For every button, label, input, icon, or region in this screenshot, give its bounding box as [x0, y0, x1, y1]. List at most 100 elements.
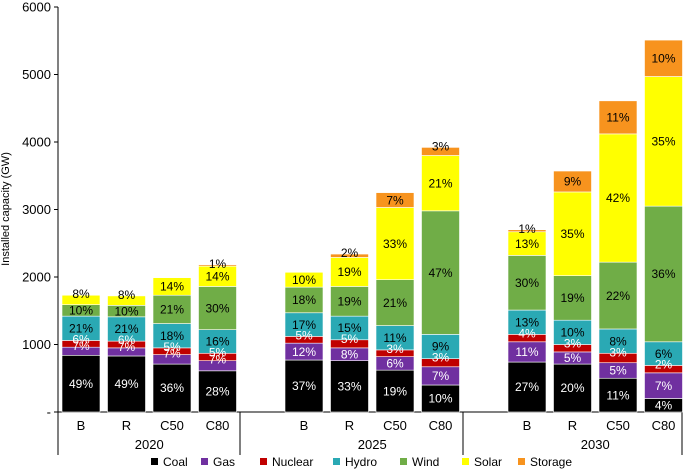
bar-segment-storage: [507, 229, 547, 233]
data-label: 9%: [564, 175, 582, 189]
data-label: 14%: [205, 270, 229, 284]
data-label: 37%: [292, 379, 316, 393]
data-label: 33%: [337, 380, 361, 394]
data-label: 18%: [292, 293, 316, 307]
data-label: 6%: [386, 357, 404, 371]
bar-segment-wind: [507, 255, 547, 311]
data-label: 10%: [292, 273, 316, 287]
data-label: 1%: [518, 222, 536, 236]
data-label: 30%: [515, 276, 539, 290]
data-label: 35%: [560, 227, 584, 241]
data-label: 6%: [118, 333, 136, 347]
data-label: 49%: [69, 377, 93, 391]
bar-segment-wind: [598, 261, 638, 330]
legend-swatch-coal: [151, 458, 158, 465]
data-label: 7%: [209, 353, 227, 367]
data-label: 33%: [383, 237, 407, 251]
y-tick-label: 3000: [22, 202, 51, 217]
data-label: 19%: [337, 295, 361, 309]
data-label: 14%: [160, 280, 184, 294]
y-axis-title: Installed capacity (GW): [0, 152, 12, 266]
data-label: 22%: [606, 289, 630, 303]
data-label: 11%: [606, 388, 629, 402]
data-label: 11%: [383, 331, 406, 345]
bar-segment-wind: [421, 210, 460, 335]
bar-segment-storage: [644, 39, 683, 77]
data-label: 6%: [72, 332, 90, 346]
data-label: 10%: [651, 52, 675, 66]
bar-segment-coal: [598, 377, 638, 413]
bar-segment-storage: [375, 192, 415, 208]
bar-segment-storage: [330, 253, 369, 258]
x-category-label: C50: [606, 418, 630, 433]
bar-segment-coal: [284, 359, 324, 413]
data-label: 35%: [651, 135, 675, 149]
bar-segment-hydro: [553, 319, 592, 345]
data-label: 10%: [69, 304, 93, 318]
data-label: 20%: [560, 381, 584, 395]
axes-layer: - 1000 2000 3000 4000 5000 6000 B R C50 C80 2020 B R C…: [22, 0, 683, 455]
data-label: 5%: [209, 345, 227, 359]
data-label: 8%: [609, 334, 627, 348]
bar-segment-wind: [375, 279, 415, 326]
data-label: 6%: [655, 347, 673, 361]
y-tick-label: 6000: [22, 0, 51, 15]
bar-segment-solar: [375, 207, 415, 281]
data-label: 36%: [651, 267, 675, 281]
data-label: 21%: [383, 296, 407, 310]
data-label: 12%: [292, 345, 316, 359]
labels-layer: 49%7%6%21%10%8%49%7%6%21%10%8%36%7%5%18%…: [69, 52, 676, 413]
bar-segment-hydro: [107, 316, 146, 342]
legend-label-coal: Coal: [163, 455, 188, 469]
data-label: 4%: [655, 398, 673, 412]
y-tick-label: 5000: [22, 67, 51, 82]
data-label: 3%: [564, 337, 582, 351]
data-label: 30%: [205, 301, 229, 315]
bar-segment-coal: [330, 360, 369, 413]
bar-segment-coal: [507, 361, 547, 413]
bar-segment-storage: [553, 170, 592, 193]
data-label: 27%: [515, 380, 539, 394]
x-category-label: R: [568, 418, 577, 433]
x-group-label: 2030: [581, 437, 610, 452]
data-label: 13%: [515, 237, 539, 251]
bar-segment-coal: [375, 369, 415, 413]
data-label: 21%: [69, 322, 93, 336]
data-label: 19%: [383, 384, 407, 398]
data-label: 3%: [432, 139, 450, 153]
data-label: 10%: [114, 304, 138, 318]
legend-swatch-solar: [462, 458, 469, 465]
data-label: 3%: [609, 345, 627, 359]
data-label: 5%: [564, 351, 582, 365]
legend-label-nuclear: Nuclear: [272, 455, 313, 469]
data-label: 42%: [606, 191, 630, 205]
x-group-label: 2025: [358, 437, 387, 452]
data-label: 13%: [515, 315, 539, 329]
data-label: 7%: [386, 193, 404, 207]
data-label: 7%: [72, 339, 90, 353]
x-group-label: 2020: [135, 437, 164, 452]
legend-label-wind: Wind: [412, 455, 439, 469]
bar-segment-solar: [152, 277, 192, 296]
bar-segment-solar: [284, 271, 324, 288]
bar-segment-coal: [107, 355, 146, 413]
data-label: 21%: [160, 303, 184, 317]
data-label: 8%: [118, 288, 136, 302]
data-label: 3%: [432, 351, 450, 365]
data-label: 11%: [515, 345, 538, 359]
legend-swatch-hydro: [333, 458, 340, 465]
data-label: 16%: [205, 335, 229, 349]
data-label: 21%: [428, 176, 452, 190]
bars-layer: [61, 39, 683, 413]
data-label: 4%: [518, 326, 536, 340]
data-label: 49%: [114, 377, 138, 391]
x-category-label: C80: [652, 418, 676, 433]
x-category-label: C50: [160, 418, 184, 433]
bar-segment-solar: [598, 133, 638, 263]
data-label: 47%: [428, 266, 452, 280]
legend-swatch-nuclear: [260, 458, 267, 465]
bar-segment-solar: [107, 295, 146, 306]
x-category-label: C80: [429, 418, 453, 433]
legend-label-gas: Gas: [213, 455, 235, 469]
